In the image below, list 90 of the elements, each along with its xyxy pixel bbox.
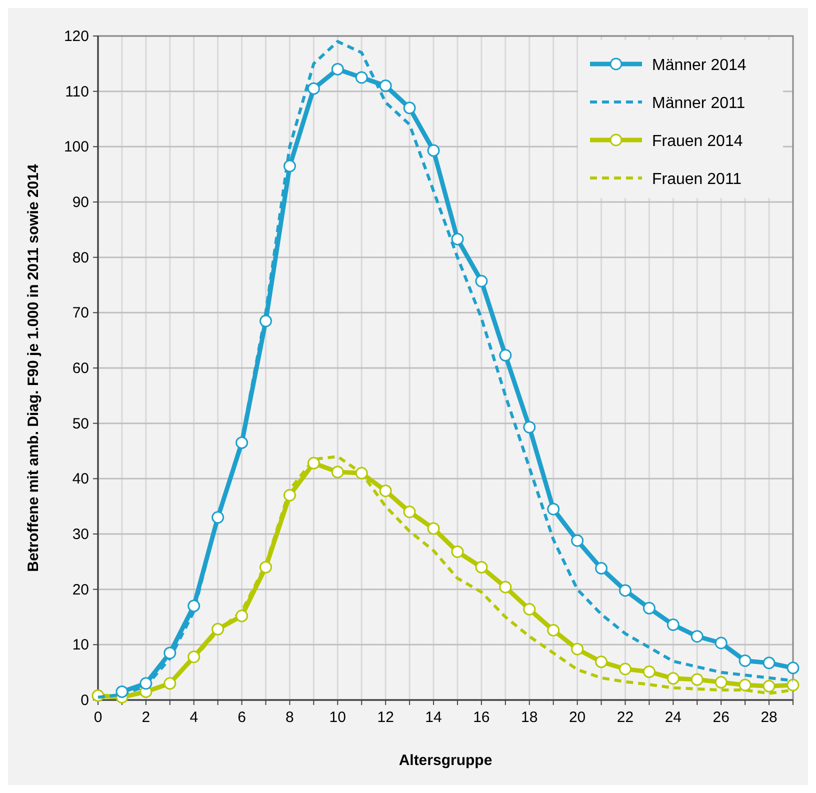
y-tick-label: 20 <box>72 581 89 598</box>
x-tick-label: 12 <box>377 709 394 726</box>
legend-label: Frauen 2014 <box>652 133 743 150</box>
point <box>786 678 800 692</box>
point <box>595 562 608 575</box>
point <box>523 420 536 434</box>
x-tick-label: 28 <box>760 709 778 726</box>
point <box>164 677 176 690</box>
point <box>188 650 200 664</box>
point <box>571 642 584 656</box>
y-tick-label: 90 <box>72 194 89 211</box>
y-tick-label: 110 <box>65 83 89 100</box>
x-tick-label: 14 <box>425 709 442 726</box>
y-tick-label: 60 <box>72 360 89 377</box>
point <box>666 672 680 685</box>
x-tick-label: 18 <box>521 709 538 726</box>
y-tick-label: 30 <box>72 526 89 543</box>
point <box>642 666 656 678</box>
legend-label: Frauen 2011 <box>652 171 742 188</box>
point <box>690 673 704 686</box>
point <box>547 502 560 516</box>
point <box>307 456 320 470</box>
point <box>236 436 248 449</box>
point <box>307 82 320 95</box>
point <box>403 102 416 114</box>
point <box>666 618 680 631</box>
point <box>475 560 488 574</box>
point <box>140 677 152 690</box>
point <box>331 466 344 478</box>
y-tick-label: 0 <box>80 692 89 709</box>
point <box>355 466 368 480</box>
point <box>427 522 440 535</box>
point <box>762 680 776 692</box>
point <box>714 636 728 650</box>
point <box>595 656 608 668</box>
legend-label: Männer 2011 <box>652 95 746 112</box>
point <box>499 349 512 362</box>
y-axis-title: Betroffene mit amb. Diag. F90 je 1.000 in 2011 sowie 2014 <box>25 164 42 572</box>
point <box>451 545 464 558</box>
point <box>283 489 296 502</box>
y-tick-label: 100 <box>64 138 89 156</box>
point <box>690 630 704 643</box>
x-tick-label: 26 <box>712 709 730 726</box>
x-tick-label: 6 <box>238 709 246 726</box>
x-tick-label: 4 <box>190 709 198 726</box>
point <box>618 662 632 676</box>
point <box>260 314 272 328</box>
y-tick-label: 70 <box>72 304 89 322</box>
point <box>499 580 512 594</box>
point <box>427 144 440 157</box>
point <box>714 676 728 689</box>
point <box>618 584 632 597</box>
point <box>188 600 200 612</box>
point <box>212 622 224 636</box>
point <box>571 534 584 547</box>
point <box>403 506 416 518</box>
point <box>355 71 368 84</box>
point <box>523 603 536 616</box>
point <box>164 646 176 660</box>
x-tick-label: 20 <box>568 709 586 726</box>
point <box>379 80 392 92</box>
point <box>212 511 224 524</box>
point <box>475 274 488 288</box>
y-tick-label: 80 <box>72 249 89 266</box>
x-tick-label: 24 <box>664 709 682 726</box>
point <box>283 160 296 172</box>
y-tick-label: 40 <box>72 470 89 488</box>
x-tick-label: 8 <box>286 709 294 726</box>
point <box>738 678 752 692</box>
point <box>331 62 344 76</box>
x-axis-title: Altersgruppe <box>398 752 492 769</box>
point <box>379 484 392 498</box>
point <box>547 624 560 637</box>
x-tick-label: 2 <box>142 709 150 726</box>
x-tick-label: 0 <box>94 709 102 726</box>
point <box>236 610 248 622</box>
point <box>260 560 272 574</box>
point <box>451 232 464 246</box>
x-tick-label: 10 <box>329 709 346 726</box>
point <box>786 662 800 674</box>
x-tick-label: 16 <box>473 709 490 726</box>
y-tick-label: 120 <box>64 28 89 45</box>
y-tick-label: 50 <box>72 415 89 432</box>
legend-label: Männer 2014 <box>652 57 746 74</box>
point <box>642 602 656 614</box>
y-tick-label: 10 <box>72 636 89 654</box>
point <box>116 685 128 698</box>
point <box>738 654 752 667</box>
x-tick-label: 22 <box>616 709 634 726</box>
point <box>762 656 776 670</box>
